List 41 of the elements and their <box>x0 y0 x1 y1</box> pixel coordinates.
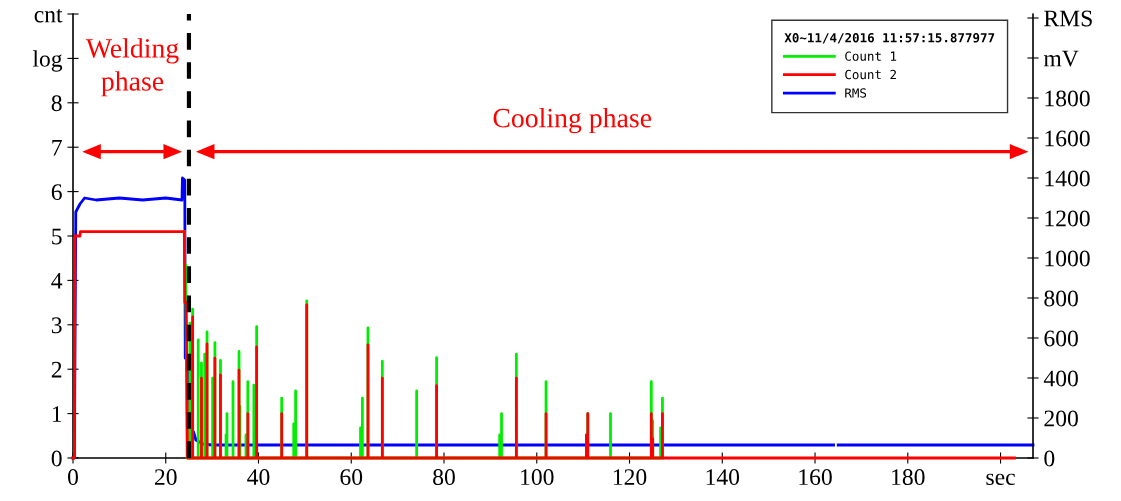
y-tick-label: 5 <box>52 228 62 245</box>
y2-tick-label: 400 <box>1043 370 1078 387</box>
y-tick-label: 3 <box>51 317 62 334</box>
y2-tick-label: mV <box>1043 50 1079 67</box>
legend-title: X0~11/4/2016 11:57:15.877977 <box>784 32 995 44</box>
y2-tick-label: 600 <box>1044 330 1078 347</box>
legend-label: RMS <box>845 88 867 98</box>
y2-tick-label: 1400 <box>1045 170 1090 187</box>
x-tick-label: 60 <box>340 469 363 486</box>
y-tick-label: cnt <box>34 8 63 23</box>
y-tick-label: 7 <box>52 139 62 156</box>
y2-tick-label: 1000 <box>1045 250 1090 267</box>
x-tick-label: 40 <box>247 469 270 486</box>
x-tick-label: 0 <box>68 469 78 486</box>
y2-tick-label: 1200 <box>1045 210 1090 227</box>
x-tick-label: 20 <box>154 469 177 486</box>
y2-tick-label: 0 <box>1044 450 1055 467</box>
x-tick-label: 180 <box>892 469 925 486</box>
x-tick-label: 140 <box>706 469 740 486</box>
x-tick-label: 100 <box>521 469 554 486</box>
y-tick-label: 8 <box>51 95 62 112</box>
x-tick-label: 160 <box>799 469 832 486</box>
legend-label: Count 2 <box>845 69 896 80</box>
y2-tick-label: 1800 <box>1045 90 1090 107</box>
y-tick-label: 6 <box>51 184 62 201</box>
y2-tick-label: RMS <box>1044 10 1092 27</box>
x-tick-label: sec <box>986 473 1015 486</box>
annotation: Welding phase <box>85 38 179 97</box>
x-tick-label: 80 <box>433 469 455 486</box>
y-tick-label: 2 <box>51 361 62 378</box>
y2-tick-label: 800 <box>1044 290 1078 307</box>
y-tick-label: 1 <box>52 406 62 422</box>
y2-tick-label: 200 <box>1044 410 1078 427</box>
x-tick-label: 120 <box>613 469 647 486</box>
y2-tick-label: 1600 <box>1045 130 1090 147</box>
y-tick-label: 4 <box>51 273 63 289</box>
legend-label: Count 1 <box>845 51 897 61</box>
y-tick-label: 0 <box>51 450 62 467</box>
annotation: Cooling phase <box>493 107 652 134</box>
y-tick-label: log <box>32 50 63 72</box>
line-series <box>71 230 1016 460</box>
